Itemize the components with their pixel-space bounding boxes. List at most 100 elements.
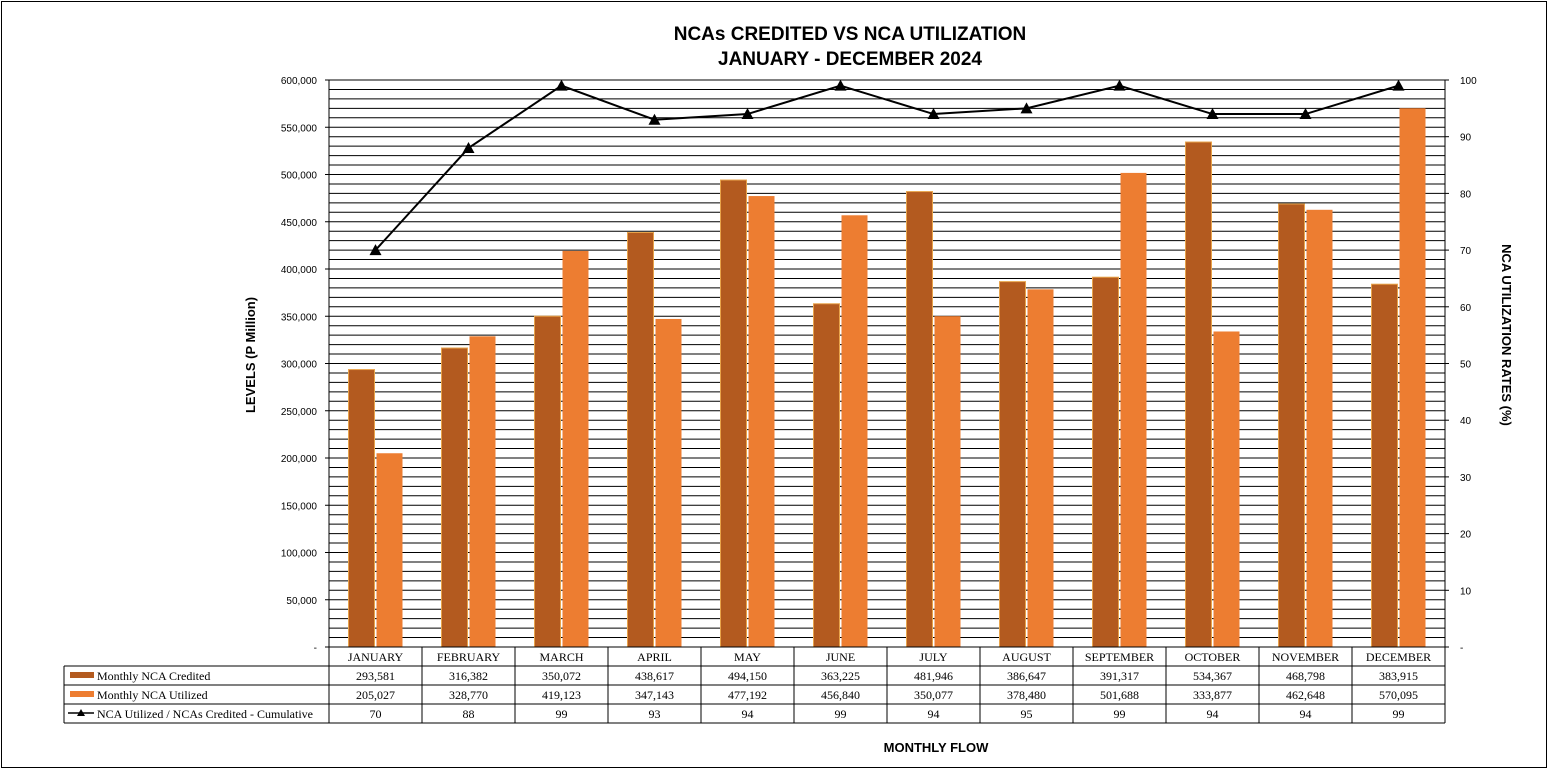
y2-tick-label: 90: [1460, 133, 1472, 144]
rate-marker: [834, 79, 847, 91]
legend-key-rate-marker: [77, 709, 85, 716]
table-value: 94: [1207, 707, 1219, 721]
table-value: 99: [1393, 707, 1405, 721]
y2-tick-label: -: [1460, 643, 1463, 654]
bar-utilized: [934, 316, 961, 647]
rate-marker: [462, 142, 475, 154]
table-value: 350,072: [542, 669, 581, 683]
rate-marker: [927, 108, 940, 120]
bar-utilized: [562, 250, 589, 647]
bar-credited: [441, 347, 468, 648]
y2-tick-label: 20: [1460, 530, 1472, 541]
table-value: 70: [370, 707, 382, 721]
table-value: 481,946: [914, 669, 953, 683]
table-value: 534,367: [1193, 669, 1232, 683]
y2-tick-label: 40: [1460, 416, 1472, 427]
rate-line: [374, 84, 1399, 251]
category-label: AUGUST: [1002, 650, 1051, 664]
y-tick-label: 600,000: [281, 76, 318, 87]
table-value: 456,840: [821, 688, 860, 702]
chart-subtitle: JANUARY - DECEMBER 2024: [718, 49, 982, 70]
y-tick-label: 550,000: [281, 123, 318, 134]
table-value: 391,317: [1100, 669, 1139, 683]
bar-utilized: [1120, 172, 1147, 647]
category-label: SEPTEMBER: [1085, 650, 1154, 664]
category-label: FEBRUARY: [437, 650, 501, 664]
table-value: 99: [835, 707, 847, 721]
table-value: 347,143: [635, 688, 674, 702]
legend-label: Monthly NCA Credited: [97, 669, 210, 683]
grid-lines: [329, 79, 1445, 639]
rate-marker: [1299, 108, 1312, 120]
bars-group: [348, 108, 1426, 648]
table-value: 99: [556, 707, 568, 721]
x-axis-title: MONTHLY FLOW: [884, 740, 989, 755]
y-tick-label: -: [314, 643, 317, 654]
table-value: 88: [463, 707, 475, 721]
bar-credited: [906, 191, 933, 648]
rate-marker: [741, 108, 754, 120]
rate-marker: [1020, 102, 1033, 114]
table-value: 462,648: [1286, 688, 1325, 702]
legend-key-utilized: [70, 691, 94, 697]
y-tick-label: 200,000: [281, 454, 318, 465]
table-value: 93: [649, 707, 661, 721]
table-value: 386,647: [1007, 669, 1046, 683]
rate-marker: [1392, 79, 1405, 91]
bar-utilized: [655, 318, 682, 647]
y-tick-label: 500,000: [281, 171, 318, 182]
y-tick-label: 450,000: [281, 218, 318, 229]
table-value: 94: [928, 707, 940, 721]
table-value: 293,581: [356, 669, 395, 683]
table-value: 363,225: [821, 669, 860, 683]
y-tick-label: 50,000: [286, 596, 317, 607]
legend-label: NCA Utilized / NCAs Credited - Cumulativ…: [97, 707, 313, 721]
bar-credited: [1092, 276, 1119, 648]
legend-key-credited: [70, 672, 94, 678]
rate-marker: [369, 244, 382, 256]
category-label: DECEMBER: [1366, 650, 1431, 664]
bar-utilized: [841, 215, 868, 647]
table-value: 378,480: [1007, 688, 1046, 702]
table-value: 468,798: [1286, 669, 1325, 683]
bar-utilized: [376, 453, 403, 647]
category-label: NOVEMBER: [1272, 650, 1339, 664]
table-value: 501,688: [1100, 688, 1139, 702]
table-value: 350,077: [914, 688, 953, 702]
category-label: APRIL: [637, 650, 672, 664]
category-label: JULY: [919, 650, 947, 664]
table-value: 205,027: [356, 688, 395, 702]
bar-utilized: [748, 196, 775, 647]
bar-utilized: [1213, 331, 1240, 647]
y-axis-title: LEVELS (P Million): [243, 297, 258, 413]
category-label: OCTOBER: [1185, 650, 1241, 664]
bar-credited: [1371, 283, 1398, 648]
rate-marker: [555, 79, 568, 91]
y2-tick-label: 50: [1460, 360, 1472, 371]
bar-utilized: [1027, 289, 1054, 647]
table-value: 477,192: [728, 688, 767, 702]
table-value: 99: [1114, 707, 1126, 721]
category-label: JANUARY: [348, 650, 404, 664]
bar-credited: [720, 179, 747, 648]
rate-line-group: [369, 79, 1405, 256]
legend-label: Monthly NCA Utilized: [97, 688, 208, 702]
table-value: 383,915: [1379, 669, 1418, 683]
rate-marker: [648, 113, 661, 125]
bar-credited: [627, 232, 654, 648]
table-value: 94: [1300, 707, 1312, 721]
bar-credited: [1185, 141, 1212, 648]
category-label: MAY: [734, 650, 761, 664]
table-value: 316,382: [449, 669, 488, 683]
y-tick-label: 100,000: [281, 549, 318, 560]
y2-tick-label: 30: [1460, 473, 1472, 484]
y2-tick-label: 60: [1460, 303, 1472, 314]
table-value: 438,617: [635, 669, 674, 683]
table-value: 570,095: [1379, 688, 1418, 702]
table-value: 419,123: [542, 688, 581, 702]
y-tick-label: 350,000: [281, 312, 318, 323]
table-value: 328,770: [449, 688, 488, 702]
table-value: 94: [742, 707, 754, 721]
category-label: JUNE: [826, 650, 855, 664]
bar-credited: [348, 369, 375, 648]
